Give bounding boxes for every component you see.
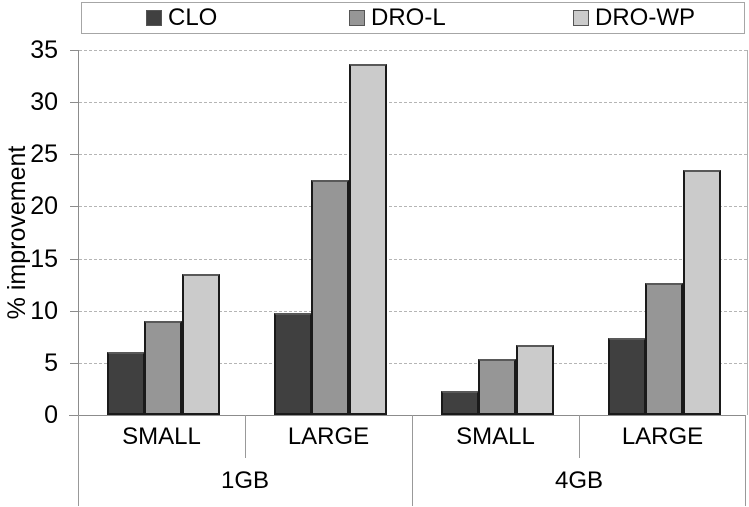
y-tick-label: 0 xyxy=(44,401,58,429)
bar-clo-1gb-small xyxy=(107,352,145,415)
bar-clo-4gb-small xyxy=(441,391,479,415)
x-label-tier1: SMALL xyxy=(456,423,535,450)
bar-dro-l-4gb-large xyxy=(645,283,683,415)
bar-dro-l-1gb-small xyxy=(144,321,182,415)
category-divider xyxy=(579,415,580,458)
bar-dro-wp-4gb-large xyxy=(683,170,721,415)
y-tick xyxy=(70,206,78,207)
x-label-tier1: SMALL xyxy=(122,423,201,450)
legend-item-clo: CLO xyxy=(146,3,217,33)
y-tick-label: 15 xyxy=(30,245,58,273)
legend-label: DRO-L xyxy=(371,4,446,31)
plot-area xyxy=(78,50,748,415)
gridline xyxy=(79,154,747,155)
y-tick-label: 5 xyxy=(44,349,58,377)
bar-dro-wp-4gb-small xyxy=(516,345,554,415)
category-divider xyxy=(745,415,746,506)
bar-clo-4gb-large xyxy=(608,338,646,415)
y-tick-label: 30 xyxy=(30,88,58,116)
x-label-tier2: 4GB xyxy=(554,467,604,494)
category-divider xyxy=(412,415,413,506)
gridline xyxy=(79,259,747,260)
legend-swatch-clo xyxy=(146,10,162,26)
category-divider xyxy=(78,415,79,506)
y-tick-label: 25 xyxy=(30,140,58,168)
y-tick xyxy=(70,259,78,260)
x-axis-line xyxy=(69,415,746,416)
legend: CLO DRO-L DRO-WP xyxy=(81,2,745,34)
y-tick xyxy=(70,102,78,103)
legend-item-dro-l: DRO-L xyxy=(349,3,446,33)
legend-swatch-dro-wp xyxy=(573,10,589,26)
legend-swatch-dro-l xyxy=(349,10,365,26)
bar-dro-l-4gb-small xyxy=(478,359,516,415)
y-tick xyxy=(70,154,78,155)
gridline xyxy=(79,311,747,312)
legend-label: CLO xyxy=(168,4,218,31)
y-tick xyxy=(70,311,78,312)
y-tick xyxy=(70,363,78,364)
bar-dro-wp-1gb-large xyxy=(349,64,387,415)
legend-item-dro-wp: DRO-WP xyxy=(573,3,695,33)
x-label-tier2: 1GB xyxy=(220,467,270,494)
bar-dro-wp-1gb-small xyxy=(182,274,220,415)
category-divider xyxy=(245,415,246,458)
legend-label: DRO-WP xyxy=(595,4,695,31)
y-tick-label: 35 xyxy=(30,36,58,64)
x-label-tier1: LARGE xyxy=(621,423,704,450)
y-tick-label: 20 xyxy=(30,192,58,220)
x-label-tier1: LARGE xyxy=(287,423,370,450)
gridline xyxy=(79,50,747,51)
bar-clo-1gb-large xyxy=(274,313,312,415)
gridline xyxy=(79,102,747,103)
y-tick-label: 10 xyxy=(30,297,58,325)
gridline xyxy=(79,363,747,364)
y-tick xyxy=(70,50,78,51)
bar-dro-l-1gb-large xyxy=(311,180,349,415)
gridline xyxy=(79,206,747,207)
